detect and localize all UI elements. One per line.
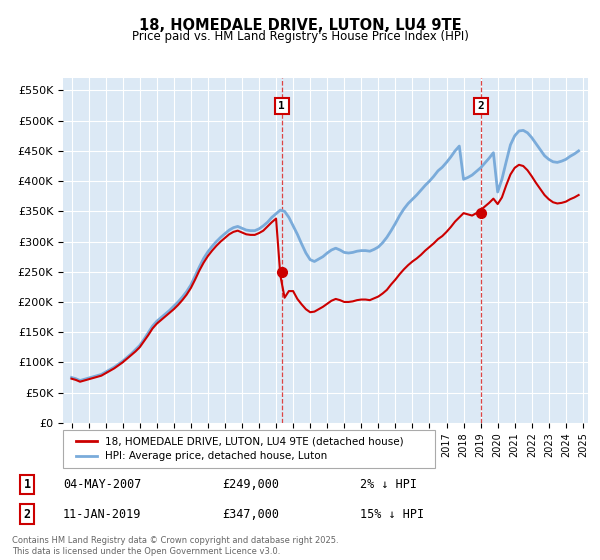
FancyBboxPatch shape — [63, 430, 435, 468]
Text: 2: 2 — [23, 507, 31, 521]
Text: £347,000: £347,000 — [222, 507, 279, 521]
Text: 2% ↓ HPI: 2% ↓ HPI — [360, 478, 417, 491]
Text: 15% ↓ HPI: 15% ↓ HPI — [360, 507, 424, 521]
Text: £249,000: £249,000 — [222, 478, 279, 491]
Text: Price paid vs. HM Land Registry's House Price Index (HPI): Price paid vs. HM Land Registry's House … — [131, 30, 469, 43]
Text: 04-MAY-2007: 04-MAY-2007 — [63, 478, 142, 491]
Text: Contains HM Land Registry data © Crown copyright and database right 2025.
This d: Contains HM Land Registry data © Crown c… — [12, 536, 338, 556]
Text: 11-JAN-2019: 11-JAN-2019 — [63, 507, 142, 521]
Legend: 18, HOMEDALE DRIVE, LUTON, LU4 9TE (detached house), HPI: Average price, detache: 18, HOMEDALE DRIVE, LUTON, LU4 9TE (deta… — [72, 432, 408, 465]
Text: 18, HOMEDALE DRIVE, LUTON, LU4 9TE: 18, HOMEDALE DRIVE, LUTON, LU4 9TE — [139, 18, 461, 34]
Text: 2: 2 — [478, 101, 485, 111]
Text: 1: 1 — [278, 101, 285, 111]
Text: 1: 1 — [23, 478, 31, 491]
